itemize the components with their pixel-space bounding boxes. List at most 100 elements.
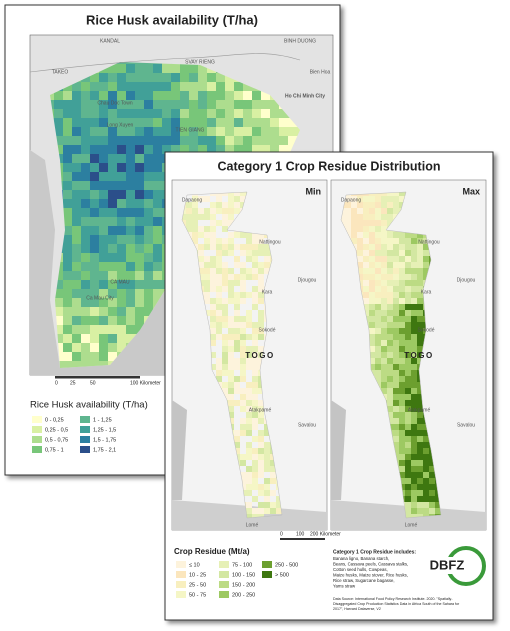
includes-line: Yams straw	[333, 584, 356, 589]
rice-cell	[117, 298, 126, 307]
togo-cell	[210, 220, 216, 226]
rice-cell	[72, 352, 81, 361]
rice-cell	[99, 199, 108, 208]
togo-cell	[258, 328, 264, 334]
togo-cell	[387, 250, 393, 256]
togo-cell	[234, 400, 240, 406]
togo-cell	[351, 232, 357, 238]
includes-line: Cotton seed hulls, Cowpeas,	[333, 567, 388, 572]
togo-cell	[198, 268, 204, 274]
border	[29, 53, 301, 73]
rice-cell	[153, 199, 162, 208]
rice-cell	[126, 199, 135, 208]
togo-cell	[411, 442, 417, 448]
rice-cell	[297, 127, 300, 136]
logo-bg	[424, 557, 470, 574]
togo-cell	[198, 196, 204, 202]
togo-cell	[369, 364, 375, 370]
togo-cell	[399, 262, 405, 268]
togo-cell	[369, 304, 375, 310]
rice-cell	[171, 118, 180, 127]
togo-cell	[369, 262, 375, 268]
rice-cell	[153, 208, 162, 217]
rice-cell	[72, 109, 81, 118]
rice-cell	[117, 262, 126, 271]
togo-cell	[417, 358, 423, 364]
togo-cell	[252, 400, 258, 406]
rice-cell	[108, 262, 117, 271]
togo-cell	[234, 304, 240, 310]
togo-cell	[399, 400, 405, 406]
rice-cell	[171, 64, 180, 73]
rice-cell	[216, 127, 225, 136]
togo-cell	[363, 208, 369, 214]
rice-cell	[99, 118, 108, 127]
togo-cell	[210, 328, 216, 334]
togo-cell	[411, 478, 417, 484]
togo-cell	[192, 196, 198, 202]
rice-cell	[117, 307, 126, 316]
legend-swatch	[176, 591, 186, 598]
togo-cell	[387, 406, 393, 412]
rice-cell	[90, 100, 99, 109]
togo-cell	[222, 280, 228, 286]
togo-cell	[387, 262, 393, 268]
rice-cell	[108, 181, 117, 190]
togo-cell	[423, 256, 429, 262]
togo-cell	[240, 424, 246, 430]
togo-cell	[417, 322, 423, 328]
togo-cell	[375, 346, 381, 352]
rice-cell	[126, 91, 135, 100]
togo-cell	[417, 280, 423, 286]
togo-cell	[264, 262, 270, 268]
rice-cell	[99, 208, 108, 217]
togo-cell	[399, 196, 405, 202]
togo-cell	[387, 346, 393, 352]
place-label: Savalou	[457, 422, 475, 428]
place-label: Lomé	[246, 522, 259, 528]
togo-cell	[387, 394, 393, 400]
togo-cell	[240, 334, 246, 340]
rice-cell	[81, 253, 90, 262]
togo-cell	[429, 490, 435, 496]
rice-cell	[117, 217, 126, 226]
togo-cell	[399, 322, 405, 328]
rice-cell	[144, 109, 153, 118]
togo-cell	[405, 370, 411, 376]
togo-cell	[369, 250, 375, 256]
togo-cell	[399, 382, 405, 388]
logo: DBFZ	[430, 557, 465, 572]
rice-cell	[117, 226, 126, 235]
togo-cell	[222, 244, 228, 250]
rice-cell	[207, 109, 216, 118]
rice-cell	[50, 100, 54, 109]
togo-cell	[381, 298, 387, 304]
togo-cell	[393, 364, 399, 370]
togo-cell	[210, 256, 216, 262]
togo-cell	[264, 244, 270, 250]
togo-cell	[228, 208, 234, 214]
togo-cell	[381, 256, 387, 262]
rice-cell	[288, 136, 297, 145]
togo-cell	[399, 388, 405, 394]
rice-cell	[117, 253, 126, 262]
rice-cell	[72, 343, 81, 352]
togo-cell	[429, 484, 435, 490]
rice-cell	[162, 118, 171, 127]
togo-cell	[381, 328, 387, 334]
rice-cell	[144, 136, 153, 145]
togo-cell	[411, 466, 417, 472]
rice-cell	[189, 145, 198, 154]
rice-cell	[189, 64, 198, 73]
togo-cell	[411, 316, 417, 322]
rice-cell	[72, 136, 81, 145]
rice-cell	[72, 190, 81, 199]
togo-cell	[234, 376, 240, 382]
togo-cell	[210, 262, 216, 268]
togo-cell	[345, 202, 351, 208]
togo-cell	[387, 358, 393, 364]
rice-cell	[54, 334, 63, 343]
rice-cell	[135, 190, 144, 199]
legend-swatch	[80, 426, 90, 433]
togo-cell	[417, 448, 423, 454]
